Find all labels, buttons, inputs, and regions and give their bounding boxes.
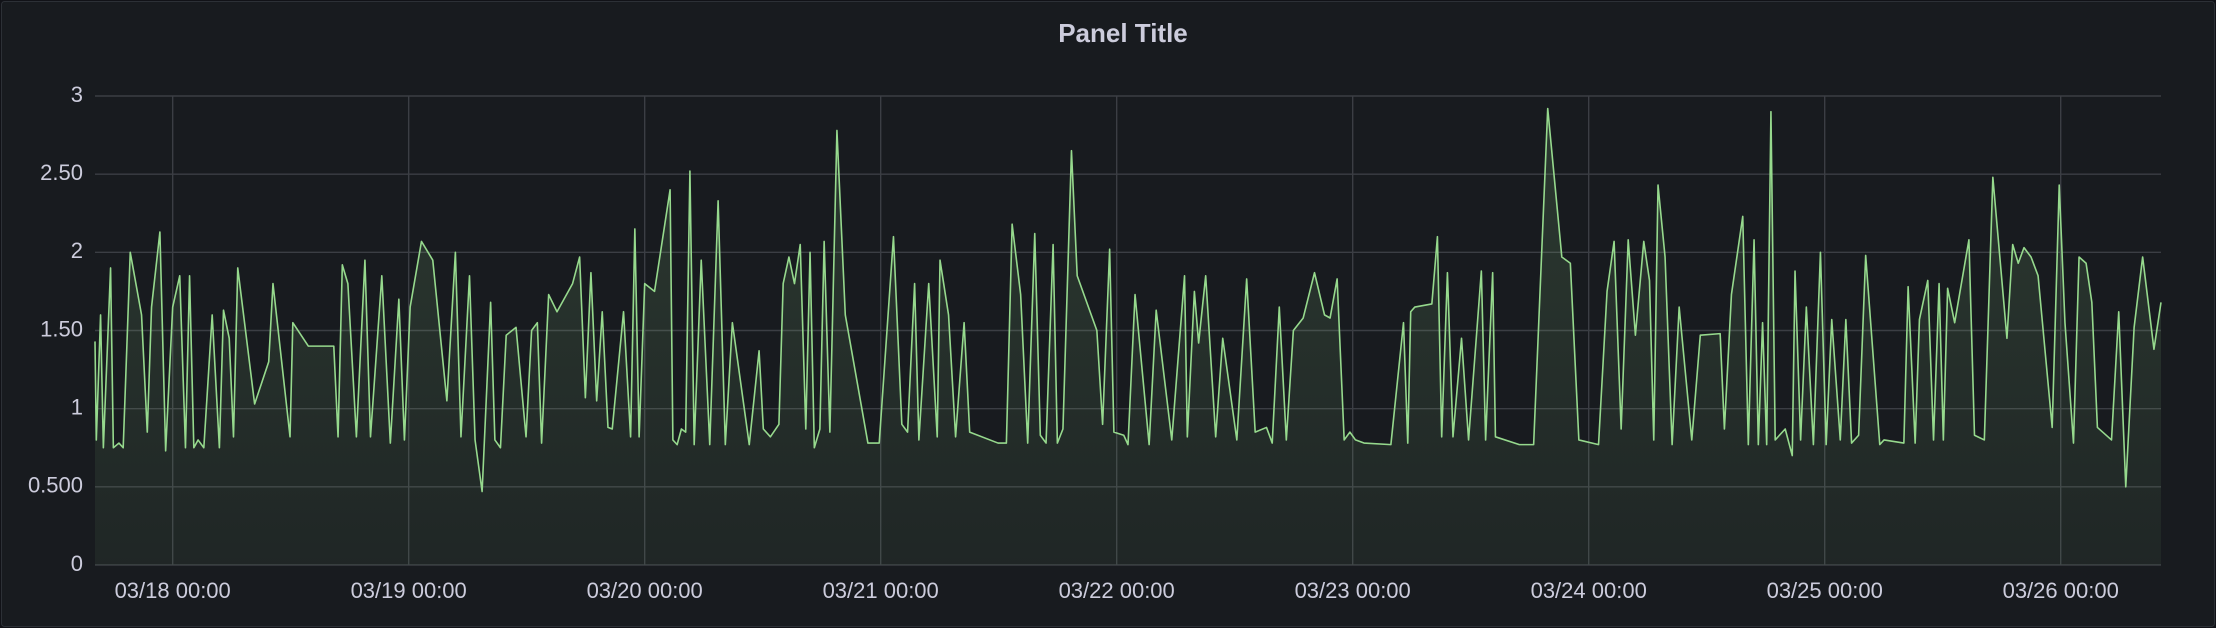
y-tick-label: 0.500	[28, 473, 83, 498]
y-tick-label: 3	[71, 82, 83, 107]
panel-title: Panel Title	[1058, 18, 1188, 48]
x-tick-label: 03/18 00:00	[115, 578, 231, 603]
x-tick-label: 03/24 00:00	[1531, 578, 1647, 603]
x-tick-label: 03/21 00:00	[823, 578, 939, 603]
x-tick-label: 03/23 00:00	[1295, 578, 1411, 603]
y-tick-label: 1.50	[40, 316, 83, 341]
x-tick-label: 03/22 00:00	[1059, 578, 1175, 603]
series-area	[95, 108, 2161, 565]
y-tick-label: 2.50	[40, 160, 83, 185]
y-tick-label: 2	[71, 238, 83, 263]
x-tick-label: 03/25 00:00	[1767, 578, 1883, 603]
x-tick-label: 03/26 00:00	[2003, 578, 2119, 603]
x-tick-label: 03/19 00:00	[351, 578, 467, 603]
series-line	[94, 107, 2162, 493]
y-tick-label: 0	[71, 551, 83, 576]
y-tick-label: 1	[71, 394, 83, 419]
x-tick-label: 03/20 00:00	[587, 578, 703, 603]
